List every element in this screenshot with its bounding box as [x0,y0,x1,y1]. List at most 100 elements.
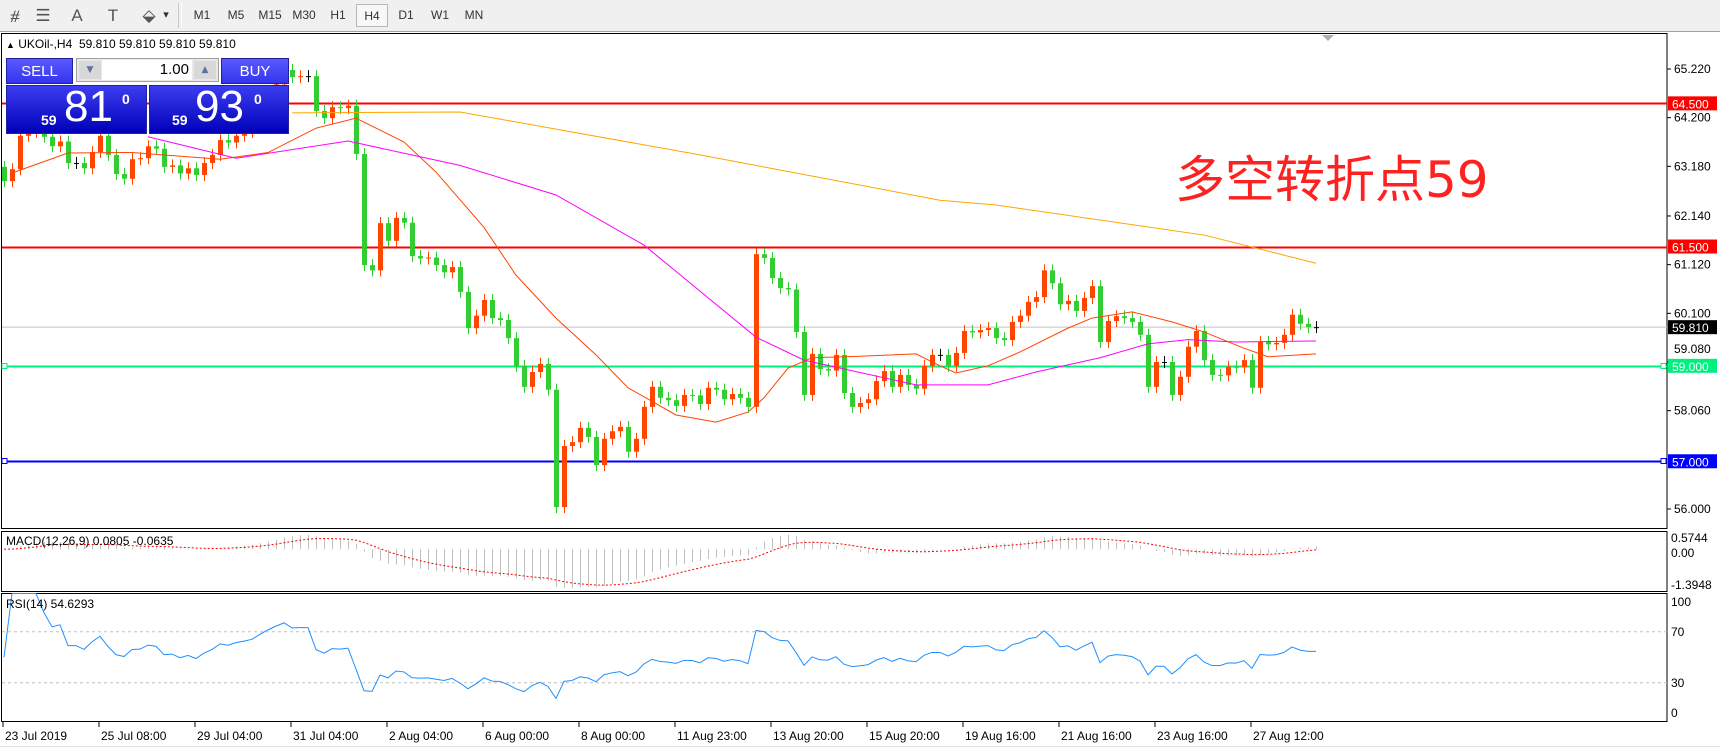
period-h1-button[interactable]: H1 [330,8,346,22]
sell-price-big-figure: 59 [41,112,57,128]
candle-body [898,374,903,387]
price-tick-label: 60.100 [1674,306,1711,320]
axis-label-64.500: 64.500 [1672,97,1709,111]
arrows-icon[interactable]: ⬙ [142,6,156,25]
candle [1250,354,1255,394]
period-h4-button[interactable]: H4 [356,4,388,27]
time-label: 21 Aug 16:00 [1061,729,1132,743]
period-mn-button[interactable]: MN [464,8,484,22]
candle-body [50,136,55,147]
candle [386,217,391,247]
candle-body [634,438,639,452]
candle [634,432,639,458]
candle [218,134,223,161]
candle [90,146,95,175]
candle-body [506,320,511,339]
candle [818,347,823,376]
fibonacci-fan-icon[interactable]: ☰ [35,6,51,25]
text-icon[interactable]: A [71,6,83,25]
candle-body [378,223,383,271]
candle-body [1074,300,1079,311]
candle-body [1234,366,1239,368]
candle [178,159,183,180]
line-handle[interactable] [1660,363,1667,369]
candle-body [946,354,951,366]
candle [370,259,375,277]
line-handle[interactable] [1,363,8,369]
candle [1066,294,1071,311]
candle-body [786,288,791,290]
candle [410,216,415,263]
candle-body [1058,283,1063,305]
chart-annotation-text[interactable]: 多空转折点59 [1175,151,1489,209]
period-m1-button[interactable]: M1 [193,8,211,22]
volume-decrease-icon[interactable]: ▼ [79,61,101,79]
candle [794,283,799,338]
sell-button[interactable]: SELL [6,58,73,84]
candle-body [1090,286,1095,299]
candle-body [418,256,423,259]
price-tick-label: 64.200 [1674,111,1711,125]
period-w1-button[interactable]: W1 [431,8,449,22]
candle-body [306,76,311,78]
volume-stepper[interactable]: ▼ 1.00 ▲ [76,58,219,82]
candle [938,348,943,361]
candle-body [106,135,111,155]
candle-body [674,400,679,406]
candle [522,359,527,393]
candle-body [514,338,519,366]
candle-body [1218,374,1223,376]
candle-body [1194,330,1199,347]
arrows-dropdown-chevron-icon[interactable]: ▾ [163,9,169,21]
collapse-triangle-icon[interactable]: ▲ [6,40,15,50]
candle-body [2,166,7,182]
candle [962,324,967,359]
candle-body [1258,341,1263,388]
buy-price-button[interactable]: 59 93 0 [149,82,289,134]
candle [602,432,607,472]
candle-body [122,173,127,179]
candle-body [794,289,799,332]
candle [146,140,151,165]
period-m15-button[interactable]: M15 [258,8,282,22]
candle [746,391,751,413]
buy-button[interactable]: BUY [221,58,289,84]
candle [1234,360,1239,374]
toolbar-separator [178,3,182,28]
candle-body [1202,330,1207,361]
candle-body [1178,376,1183,395]
period-d1-button[interactable]: D1 [398,8,414,22]
period-m5-button[interactable]: M5 [227,8,245,22]
candle-body [658,386,663,398]
chart-shift-marker-icon[interactable] [1322,35,1334,41]
candle-body [1154,362,1159,387]
volume-input[interactable]: 1.00 [102,60,192,80]
candle-body [1186,346,1191,377]
candle-body [434,257,439,266]
candle-body [962,330,967,353]
candle [442,259,447,279]
period-m30-button[interactable]: M30 [292,8,316,22]
fibonacci-expansion-icon[interactable]: ⧣ [10,6,20,25]
candle-body [666,397,671,401]
candle-body [554,389,559,508]
text-label-icon[interactable]: T [107,6,119,25]
candle [1114,310,1119,327]
time-label: 23 Jul 2019 [5,729,67,743]
candle-body [218,140,223,155]
candle-body [682,394,687,406]
candle [1002,332,1007,347]
line-handle[interactable] [1,458,8,464]
candle [1122,310,1127,325]
candle-body [1114,316,1119,321]
volume-increase-icon[interactable]: ▲ [194,61,216,79]
candle-body [1018,315,1023,322]
candle [66,135,71,170]
candle-body [922,365,927,389]
candle [1218,368,1223,382]
candle [314,70,319,117]
candle-body [650,386,655,407]
sell-price-button[interactable]: 59 81 0 [6,82,147,134]
line-handle[interactable] [1660,458,1667,464]
